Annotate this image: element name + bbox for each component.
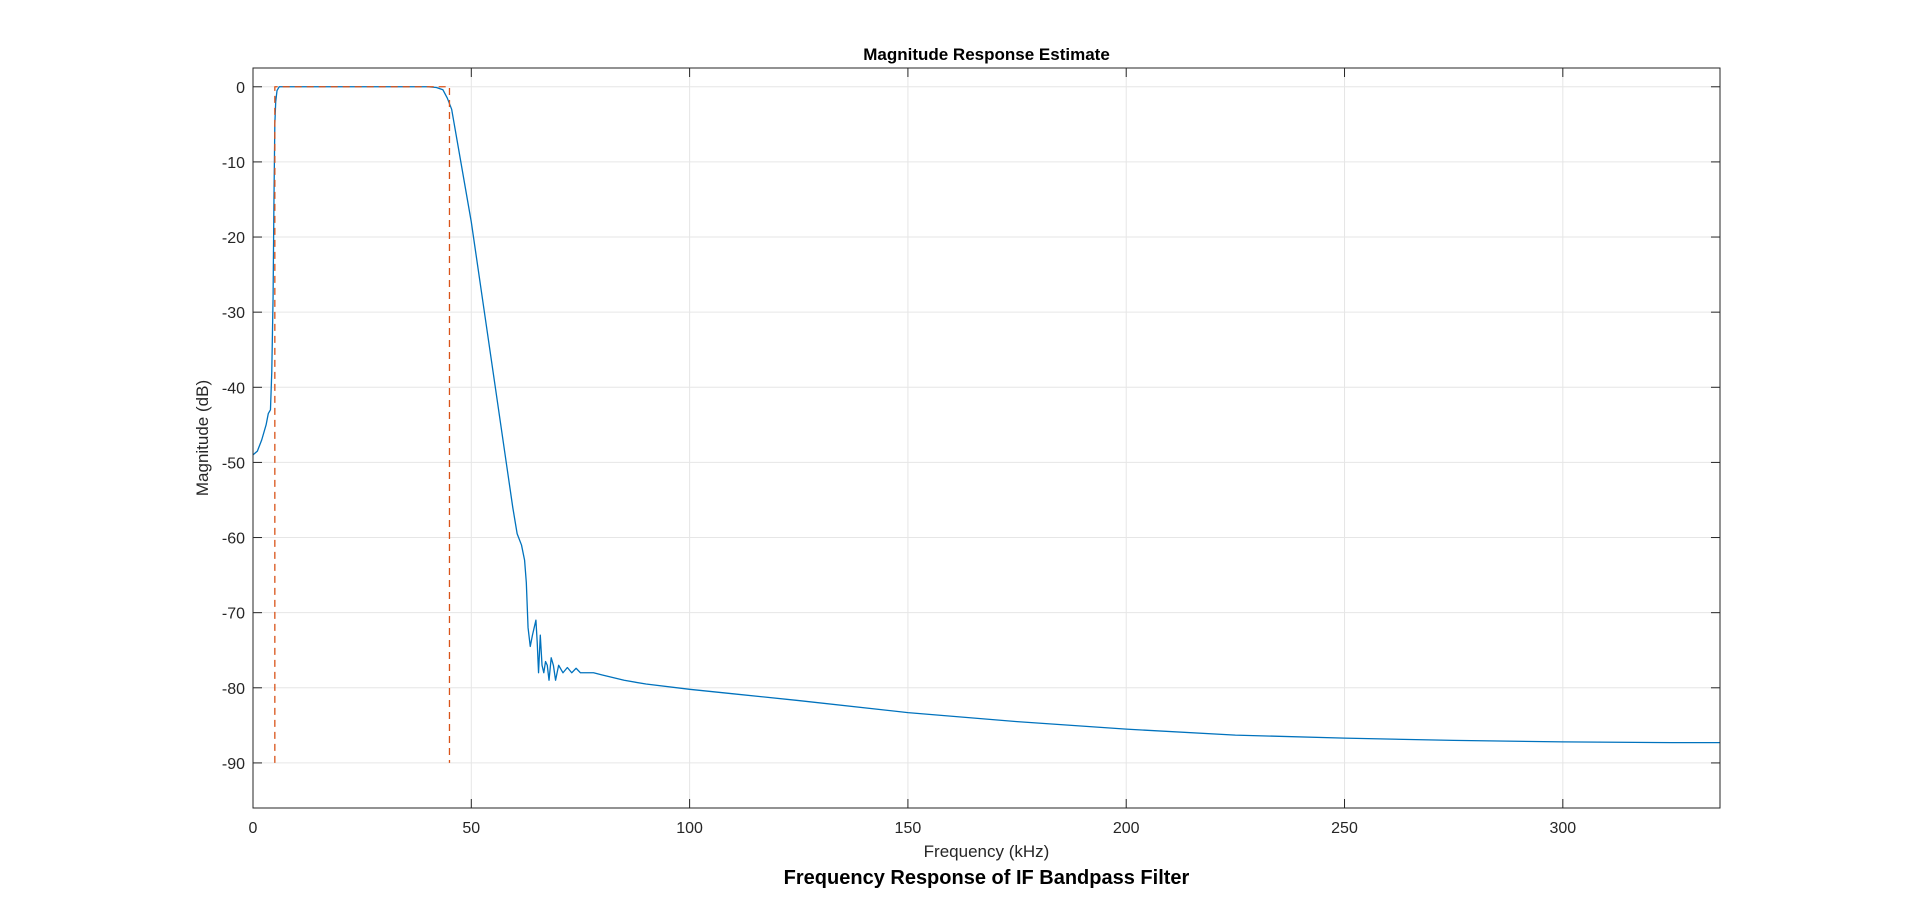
mask-dashed-line xyxy=(274,86,451,763)
grid-lines xyxy=(252,68,1720,808)
axes-box xyxy=(252,67,1721,809)
y-tick-label: -80 xyxy=(222,681,245,698)
x-axis-label: Frequency (kHz) xyxy=(924,842,1050,861)
x-tick-label: 250 xyxy=(1331,820,1358,837)
x-tick-label: 300 xyxy=(1549,820,1576,837)
y-tick-label: -90 xyxy=(222,756,245,773)
chart-title: Magnitude Response Estimate xyxy=(863,45,1110,64)
axis-ticks: 0 50 100 150 200 250 300 0 -10 -20 -30 -40 -50 -60 -70… xyxy=(222,68,1720,837)
figure-caption: Frequency Response of IF Bandpass Filter xyxy=(784,867,1190,889)
y-axis-label: Magnitude (dB) xyxy=(193,380,212,496)
y-tick-label: -10 xyxy=(222,155,245,172)
x-tick-label: 50 xyxy=(462,820,480,837)
plot-series xyxy=(252,86,1720,763)
y-tick-label: -30 xyxy=(222,305,245,322)
y-tick-label: -20 xyxy=(222,230,245,247)
y-tick-label: 0 xyxy=(236,80,245,97)
x-tick-label: 200 xyxy=(1113,820,1140,837)
y-tick-label: -40 xyxy=(222,380,245,397)
y-tick-label: -50 xyxy=(222,455,245,472)
response-line xyxy=(252,86,1720,744)
x-tick-label: 100 xyxy=(676,820,703,837)
x-tick-label: 0 xyxy=(249,820,258,837)
y-tick-label: -70 xyxy=(222,606,245,623)
y-tick-label: -60 xyxy=(222,531,245,548)
x-tick-label: 150 xyxy=(895,820,922,837)
